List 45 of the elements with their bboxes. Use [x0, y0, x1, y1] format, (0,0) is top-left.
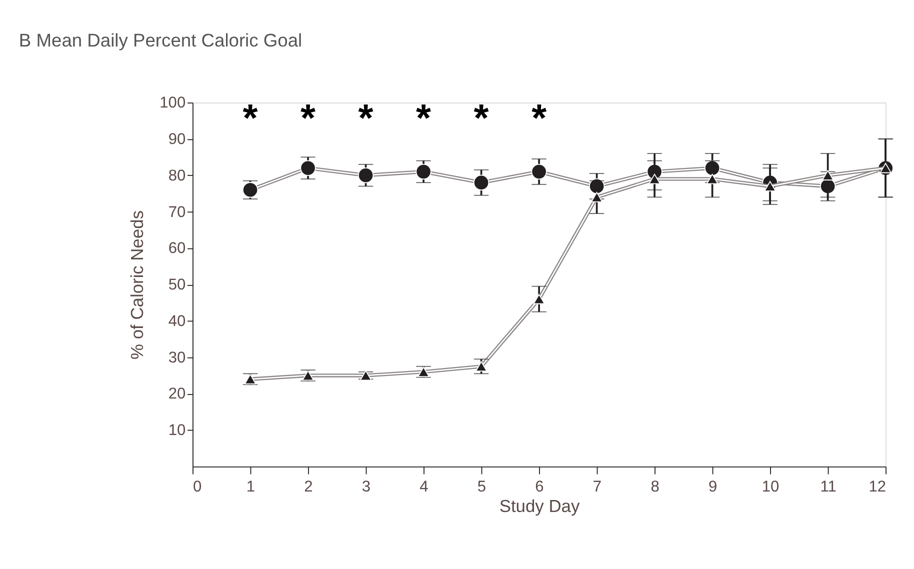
- point: [704, 160, 720, 176]
- x-tick-label: 8: [650, 478, 660, 496]
- y-tick-label: 100: [160, 94, 186, 112]
- y-tick-label: 90: [168, 130, 186, 148]
- y-tick-label: 40: [168, 312, 186, 330]
- point: [588, 178, 605, 194]
- x-tick-label: 0: [192, 478, 202, 496]
- annotation: *: [474, 96, 489, 140]
- point: [706, 174, 718, 184]
- y-tick-label: 50: [168, 276, 186, 294]
- x-tick-label: 10: [762, 478, 780, 496]
- x-tick-label: 12: [868, 478, 886, 496]
- point: [648, 174, 660, 184]
- x-tick-label: 2: [304, 478, 313, 496]
- y-tick-label: 20: [168, 386, 186, 403]
- y-tick-label: 60: [168, 240, 186, 258]
- x-tick-label: 3: [362, 478, 371, 496]
- annotation: *: [532, 96, 547, 140]
- x-tick-label: 5: [477, 478, 486, 496]
- point: [822, 170, 834, 180]
- point: [358, 167, 374, 184]
- x-tick-label: 9: [708, 478, 718, 496]
- x-tick-label: 4: [420, 478, 429, 496]
- annotation: *: [300, 96, 316, 140]
- y-tick-label: 10: [168, 422, 186, 440]
- point: [475, 361, 488, 372]
- y-tick-label: 30: [168, 349, 186, 366]
- y-tick-label: 70: [168, 204, 186, 221]
- x-tick-label: 11: [820, 478, 836, 496]
- x-axis-title: Study Day: [499, 496, 580, 516]
- y-tick-label: 80: [168, 167, 186, 184]
- x-tick-label: 1: [246, 478, 256, 496]
- point: [533, 294, 545, 304]
- annotation: *: [358, 96, 374, 140]
- point: [300, 160, 316, 176]
- text: B Mean Daily Percent Caloric Goal: [18, 30, 302, 51]
- annotation: *: [416, 96, 432, 140]
- point: [590, 192, 603, 202]
- annotation: *: [242, 96, 258, 140]
- x-tick-label: 7: [592, 478, 602, 496]
- point: [473, 174, 490, 190]
- point: [416, 164, 432, 180]
- y-axis-title: % of Caloric Needs: [127, 210, 148, 360]
- x-tick-label: 6: [535, 478, 544, 496]
- point: [531, 164, 547, 180]
